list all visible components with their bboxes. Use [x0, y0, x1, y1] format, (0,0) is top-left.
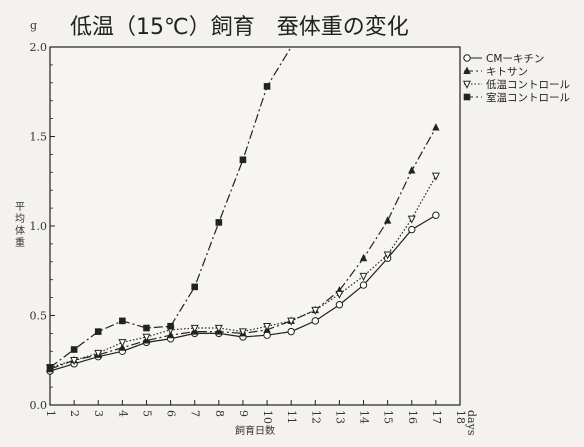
data-point [359, 253, 368, 262]
x-tick-label: 18 [454, 410, 467, 424]
data-point [215, 219, 223, 226]
data-point [383, 251, 392, 260]
data-point [335, 301, 344, 309]
data-point [190, 324, 199, 333]
legend-item: 室温コントロール [463, 91, 570, 104]
data-point [287, 317, 296, 326]
x-tick-label: 10 [261, 410, 274, 424]
x-tick-label: 9 [237, 410, 250, 417]
data-point [432, 211, 440, 219]
x-tick-label: 13 [333, 410, 346, 424]
data-point [94, 328, 102, 335]
data-point [263, 331, 271, 339]
x-tick-label: 16 [406, 410, 419, 424]
data-point [359, 272, 368, 281]
legend-marker [463, 66, 471, 74]
series-line [50, 175, 437, 368]
data-point [263, 83, 271, 90]
x-tick-label: 1 [44, 410, 57, 417]
legend-item: 低温コントロール [462, 78, 570, 91]
data-point [432, 123, 440, 131]
data-point [46, 364, 54, 371]
data-point [335, 290, 344, 299]
y-axis-unit: g [30, 19, 37, 32]
x-tick-label: 15 [382, 410, 395, 424]
data-point [70, 357, 79, 366]
data-point [311, 317, 319, 325]
x-tick-label: 11 [285, 410, 298, 424]
x-tick-label: 14 [358, 410, 371, 424]
data-point [238, 328, 247, 337]
data-point [408, 166, 416, 174]
legend-label: CMーキチン [486, 53, 544, 65]
series-layer [45, 46, 440, 375]
plot-frame [49, 46, 461, 406]
x-tick-label: 3 [92, 410, 105, 417]
data-point [408, 225, 416, 234]
legend-marker [463, 93, 471, 101]
data-point [287, 327, 295, 336]
legend-marker [462, 80, 472, 89]
x-tick-label: 8 [213, 410, 226, 417]
x-axis-label: 飼育日数 [235, 424, 275, 437]
y-tick-label: 0.5 [30, 310, 48, 323]
x-tick-label: 7 [189, 410, 202, 417]
chart-title: 低温（15℃）飼育 蚕体重の変化 [70, 15, 409, 40]
data-point [214, 324, 223, 333]
x-tick-label: 17 [430, 410, 443, 424]
x-tick-label: 2 [68, 410, 81, 417]
y-axis-ticks: 0.0 0.5 1.0 1.5 2.0 [30, 41, 55, 412]
legend-item: キトサン [463, 66, 528, 78]
series-line [50, 127, 437, 370]
data-point [94, 349, 103, 358]
data-point [311, 306, 320, 315]
y-tick-label: 1.0 [30, 220, 48, 233]
legend-marker [463, 54, 471, 62]
data-point [118, 343, 127, 351]
series-line [50, 46, 292, 368]
data-point [431, 172, 440, 181]
series-4 [46, 46, 292, 371]
legend-label: キトサン [486, 66, 528, 78]
data-point [407, 215, 416, 224]
legend-item: CMーキチン [463, 53, 544, 65]
x-tick-label: 4 [116, 410, 129, 417]
x-tick-label: 5 [140, 410, 153, 417]
data-point [142, 333, 151, 342]
data-point [143, 324, 150, 332]
x-tick-label: 12 [309, 410, 322, 424]
data-point [167, 322, 174, 330]
x-tick-label: 6 [165, 410, 178, 417]
y-axis-label: 平均体重 [15, 202, 25, 249]
data-point [263, 323, 272, 332]
data-point [119, 317, 126, 325]
data-point [383, 216, 392, 224]
data-point [118, 339, 127, 348]
x-axis-unit: days [465, 410, 478, 436]
y-tick-label: 0.0 [30, 399, 48, 412]
data-point [191, 283, 199, 291]
y-tick-label: 2.0 [30, 41, 48, 54]
data-point [239, 156, 247, 164]
data-point [70, 346, 78, 353]
legend-label: 低温コントロール [486, 78, 570, 91]
data-point [166, 330, 175, 339]
y-tick-label: 1.5 [30, 131, 48, 144]
legend-label: 室温コントロール [486, 91, 570, 104]
data-point [359, 281, 368, 289]
y-axis-label-text: 平均体重 [15, 202, 25, 249]
